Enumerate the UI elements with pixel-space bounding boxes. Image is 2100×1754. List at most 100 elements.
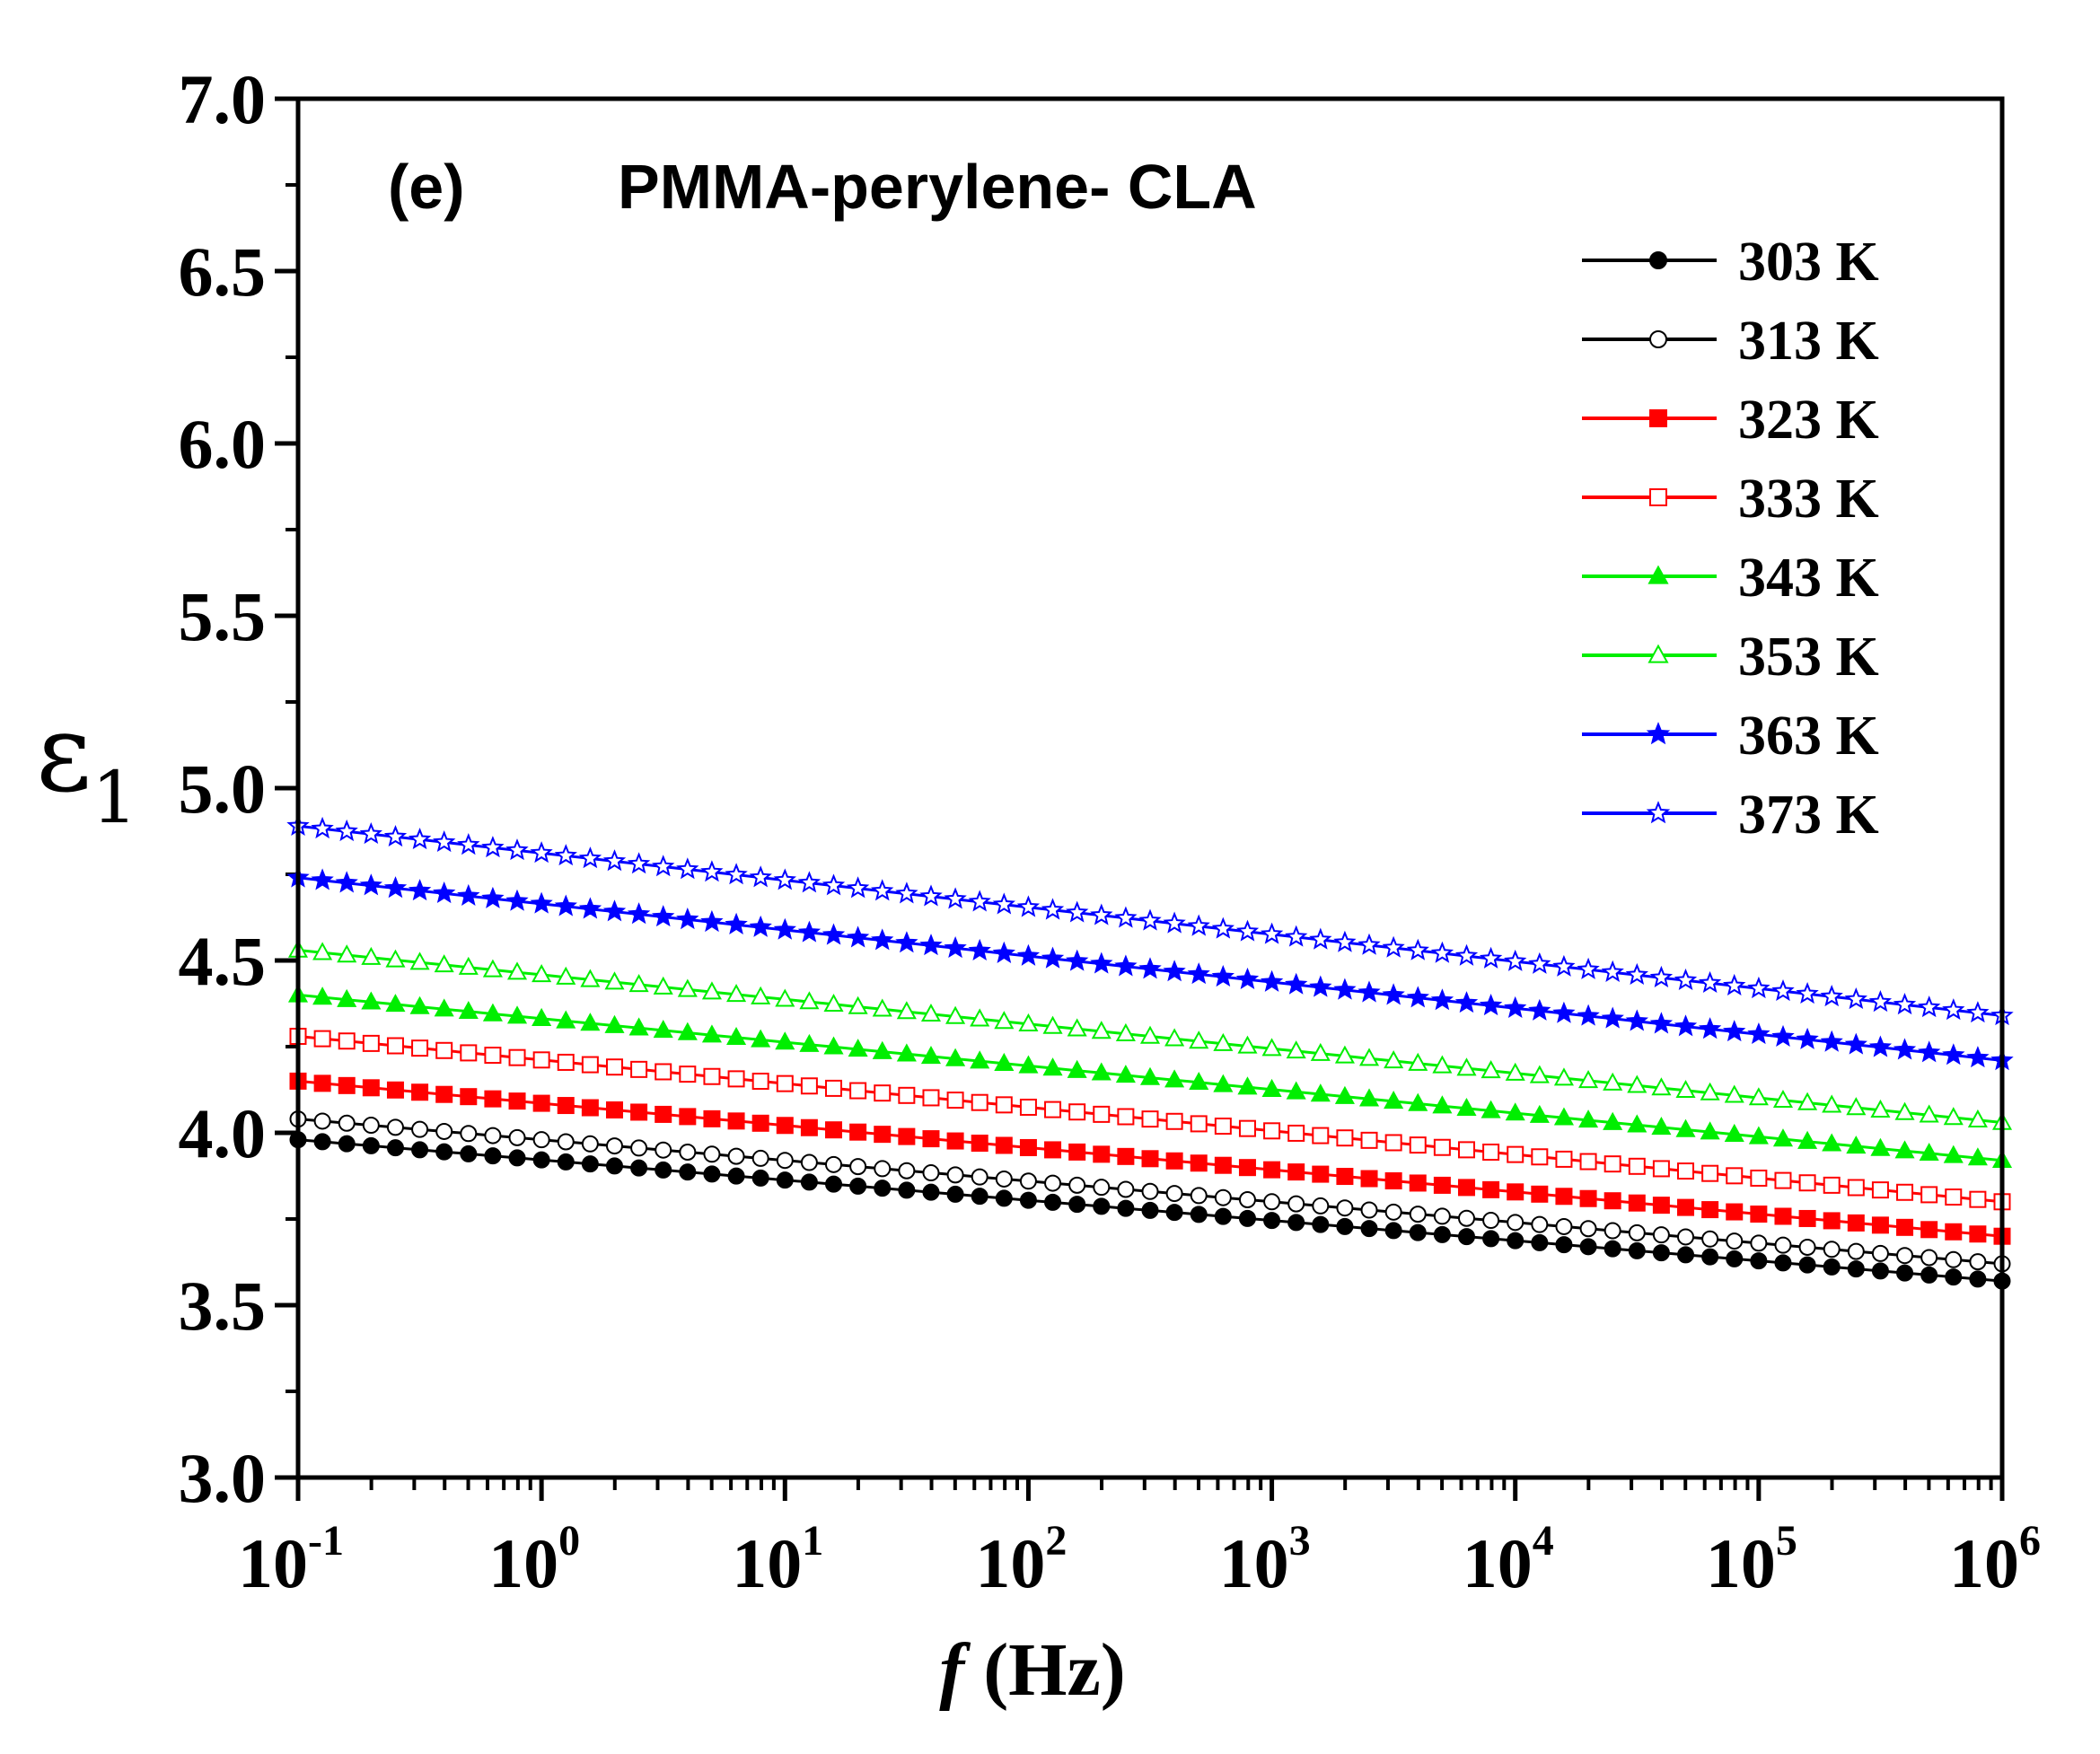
data-point [458, 956, 479, 975]
data-point [1652, 1244, 1670, 1262]
data-point [1652, 1197, 1670, 1215]
data-point [362, 1079, 380, 1097]
plot-frame [295, 96, 2005, 1480]
data-point [1870, 1137, 1891, 1156]
data-point [362, 1117, 380, 1135]
data-point [1675, 1079, 1696, 1099]
data-point [383, 876, 408, 899]
data-point [460, 1144, 478, 1162]
legend-item: 373 K [1582, 785, 1879, 846]
data-point [922, 1089, 940, 1107]
data-point [1286, 1040, 1306, 1059]
data-point [1649, 1012, 1674, 1034]
x-tick-label: 100 [488, 1517, 580, 1602]
data-point [1286, 1081, 1306, 1100]
data-point [435, 1041, 453, 1059]
data-point [532, 1131, 550, 1149]
data-point [1920, 1266, 1938, 1284]
data-point [849, 1177, 867, 1195]
data-point [823, 993, 844, 1013]
data-point [1263, 1212, 1281, 1230]
data-point [1747, 976, 1771, 999]
data-point [1238, 1119, 1256, 1137]
x-axis-title: f (Hz) [939, 1628, 1126, 1712]
data-point [1211, 965, 1235, 987]
data-point [1774, 1171, 1792, 1189]
legend-label: 303 K [1738, 232, 1879, 293]
data-point [773, 917, 796, 940]
data-point [1651, 1077, 1672, 1096]
data-point [408, 879, 432, 901]
data-point [1969, 1270, 1987, 1288]
data-point [1165, 1185, 1183, 1203]
data-point [1796, 1027, 1819, 1049]
data-point [1019, 1172, 1037, 1190]
data-point [1601, 960, 1624, 983]
data-point [460, 1044, 478, 1062]
data-point [751, 1073, 769, 1091]
legend-item: 343 K [1582, 548, 1879, 609]
data-point [1724, 1084, 1744, 1103]
data-point [458, 1000, 479, 1020]
x-tick-label: 101 [732, 1517, 823, 1602]
data-point [1042, 1015, 1063, 1034]
data-point [655, 1063, 672, 1081]
data-point [1432, 1095, 1453, 1114]
data-point [1896, 1183, 1914, 1201]
x-tick-exponent: 1 [802, 1517, 823, 1565]
data-point [1360, 1131, 1378, 1149]
data-point [1263, 1122, 1281, 1140]
data-point [1018, 1013, 1039, 1031]
data-point [1774, 1236, 1792, 1254]
x-tick-exponent: 0 [558, 1517, 580, 1565]
data-point [1772, 1128, 1794, 1147]
data-point [338, 1032, 356, 1050]
data-point [604, 1014, 625, 1033]
data-point [922, 1164, 940, 1182]
data-point [1750, 1169, 1768, 1187]
data-point [1114, 906, 1138, 928]
data-point [457, 832, 480, 855]
data-point [1723, 1020, 1746, 1042]
data-point [1943, 1144, 1964, 1163]
data-point [1042, 1057, 1063, 1076]
data-point [727, 1147, 745, 1165]
data-point [337, 988, 357, 1007]
data-point [1454, 991, 1479, 1013]
legend-marker [1647, 644, 1669, 663]
data-point [800, 1173, 818, 1191]
data-point [605, 1101, 623, 1118]
panel-label: (e) [388, 152, 465, 222]
data-point [557, 1053, 575, 1071]
data-point [800, 1077, 818, 1095]
data-point [1190, 1206, 1208, 1223]
data-point [578, 897, 602, 919]
data-point [703, 1165, 721, 1183]
data-point [1774, 1207, 1792, 1225]
data-point [849, 1123, 867, 1141]
data-point [1433, 1225, 1451, 1243]
data-point [1358, 933, 1381, 955]
data-point [1068, 1196, 1086, 1214]
data-point [1093, 1145, 1111, 1163]
data-point [557, 1153, 575, 1171]
data-point [1528, 952, 1551, 974]
data-point [508, 1149, 526, 1167]
data-point [1384, 1203, 1402, 1221]
data-point [1334, 1085, 1355, 1104]
legend-label: 333 K [1738, 469, 1879, 530]
data-point [946, 1185, 964, 1203]
data-point [1505, 1062, 1525, 1081]
data-point [1287, 1124, 1305, 1142]
data-point [701, 981, 722, 1000]
data-point [1115, 1065, 1136, 1083]
data-point [1798, 1238, 1816, 1256]
data-point [751, 1169, 769, 1187]
legend-item: 333 K [1582, 469, 1879, 530]
data-point [1190, 1115, 1208, 1133]
data-point [1625, 962, 1648, 985]
data-point [968, 890, 991, 912]
data-point [1820, 1030, 1843, 1052]
data-point [506, 961, 528, 980]
data-point [1920, 1221, 1938, 1239]
